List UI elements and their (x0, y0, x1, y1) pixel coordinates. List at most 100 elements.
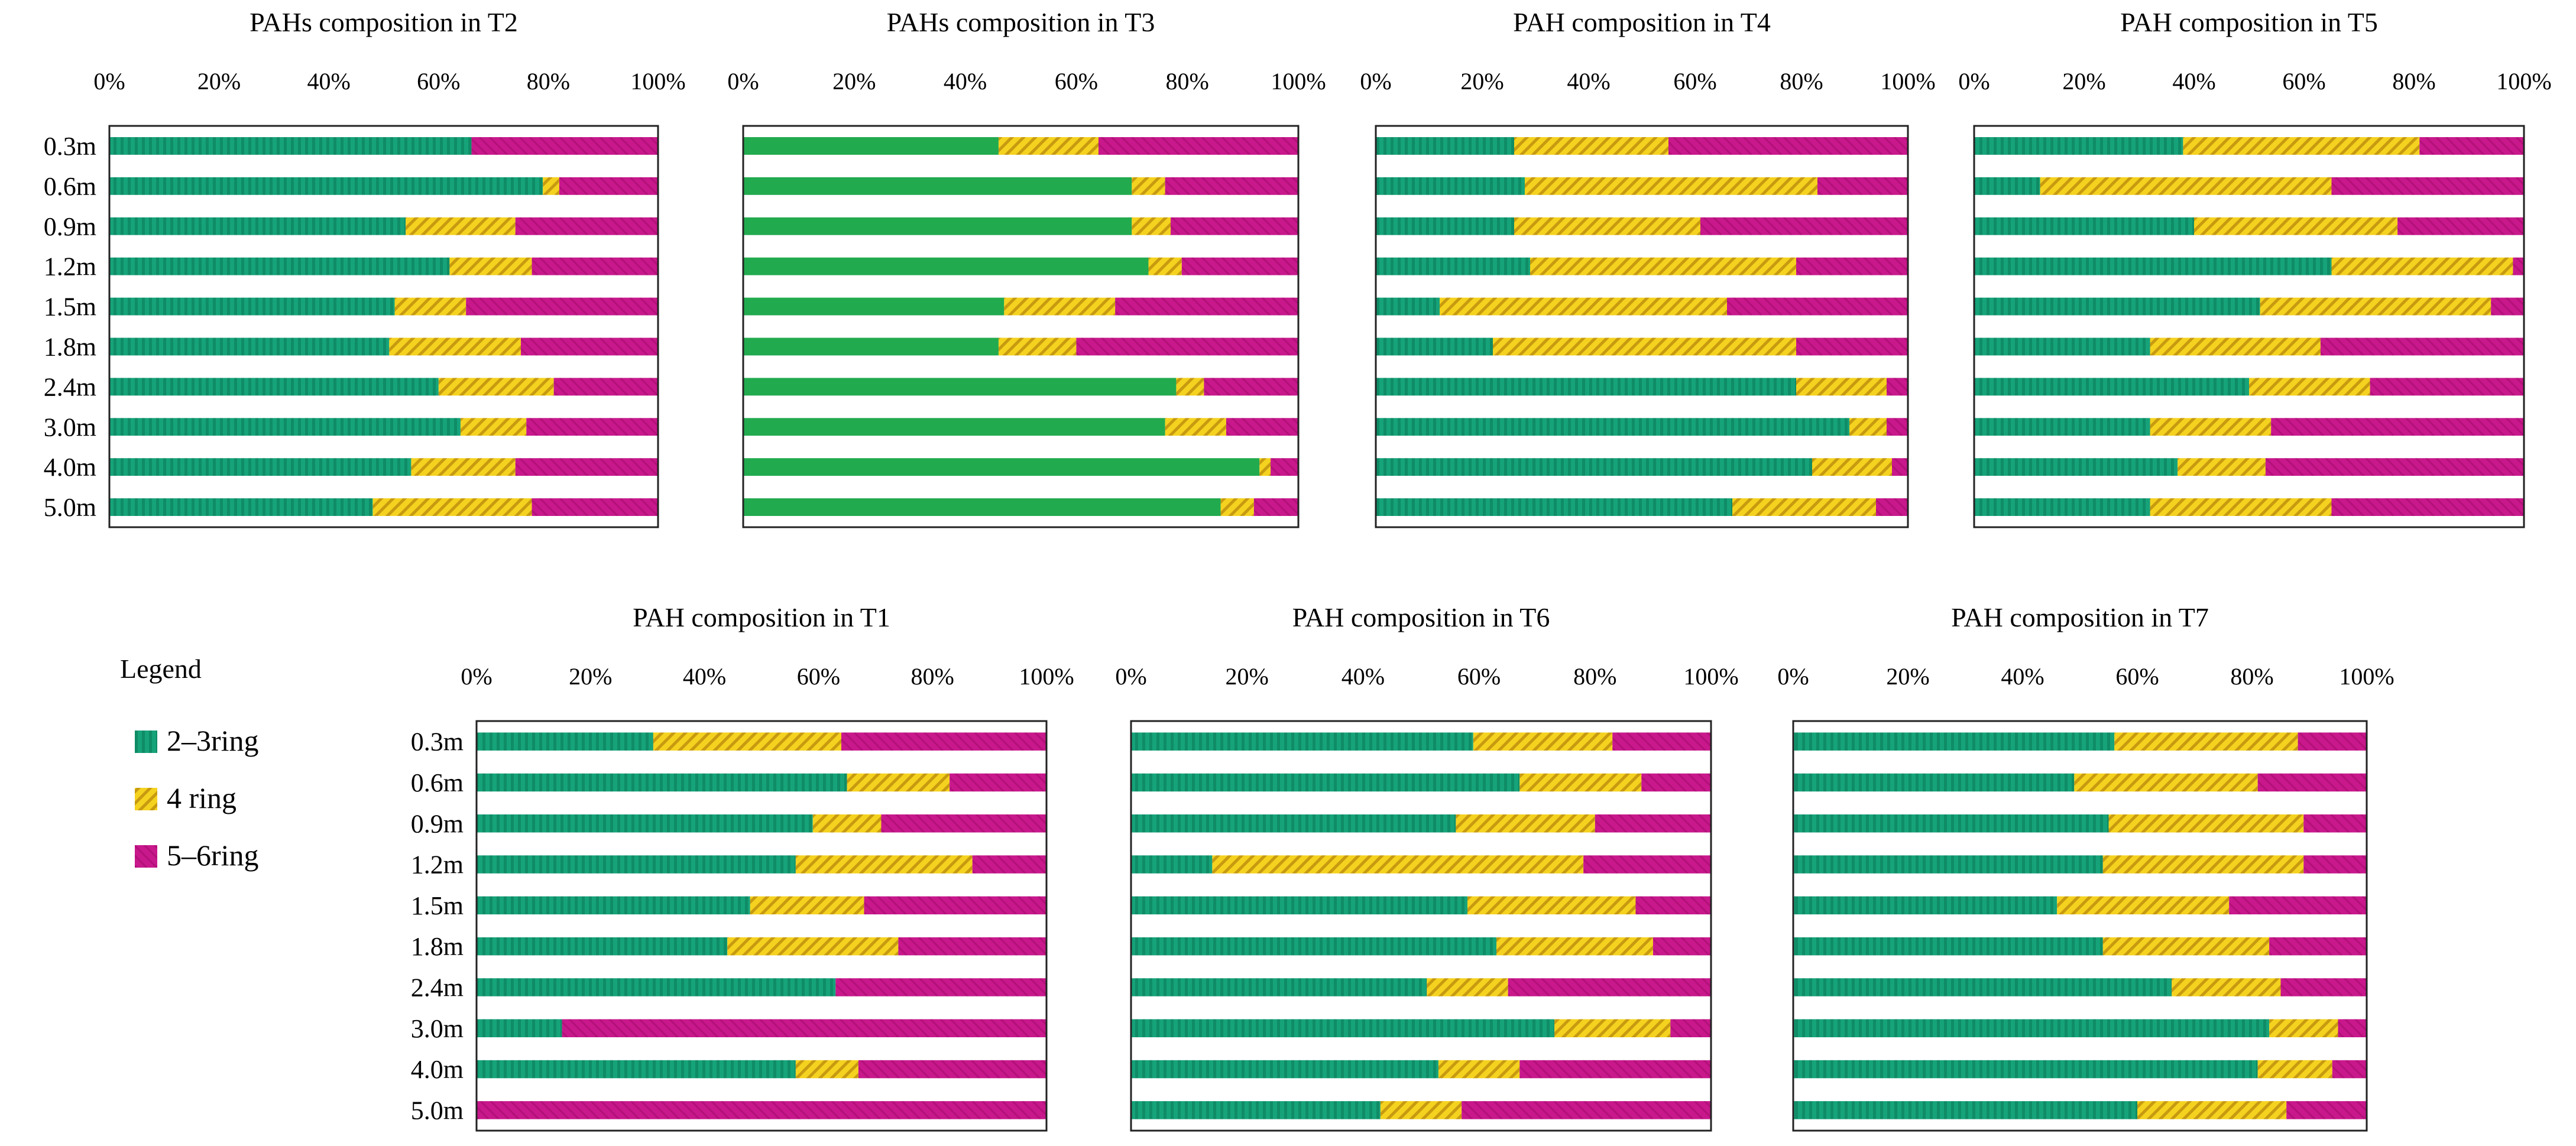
legend-label: 4 ring (167, 781, 236, 814)
bar-segment-magenta (1519, 1060, 1711, 1079)
bar-segment-magenta (1796, 257, 1908, 275)
bar-segment-magenta (2397, 217, 2524, 235)
row-label: 0.9m (44, 212, 96, 241)
bar-segment-yellow (1496, 937, 1653, 956)
bar-segment-magenta (1181, 257, 1298, 275)
bar-segment-yellow (795, 1060, 858, 1079)
bar-segment-magenta (2303, 855, 2367, 874)
bar-segment-yellow (2178, 458, 2266, 476)
bar-segment-yellow (1427, 978, 1508, 996)
x-tick-label: 20% (832, 68, 876, 95)
bar-segment-magenta (526, 418, 658, 436)
bar-segment-magenta (1727, 297, 1908, 316)
bar-segment-yellow (460, 418, 527, 436)
bar-segment-yellow (1176, 378, 1204, 396)
bar-segment-green (1974, 257, 2332, 275)
bar-segment-yellow (2331, 257, 2513, 275)
bar-segment-green (109, 498, 373, 516)
bar-segment-yellow (1456, 814, 1595, 833)
bar-segment-magenta (972, 855, 1046, 874)
x-tick-label: 0% (1360, 68, 1391, 95)
bar-segment-green (477, 773, 847, 792)
bar-segment-green (1974, 217, 2194, 235)
x-tick-label: 40% (944, 68, 987, 95)
x-tick-label: 0% (1777, 663, 1809, 690)
legend-label: 5–6ring (167, 839, 259, 872)
bar-segment-green (743, 217, 1132, 235)
bar-segment-magenta (1635, 896, 1711, 915)
row-label: 2.4m (44, 372, 96, 401)
bar-segment-magenta (2513, 257, 2524, 275)
bar-segment-green (1376, 378, 1796, 396)
x-tick-label: 60% (797, 663, 840, 690)
bar-segment-green (477, 937, 728, 956)
chart-t2: PAHs composition in T2 0% 20% 40% 60% 80% 100%… (44, 7, 686, 528)
bar-segment-yellow (1380, 1101, 1462, 1119)
bar-segment-green (1793, 773, 2075, 792)
bar-segment-green (477, 1060, 796, 1079)
bar-segment-yellow (1732, 498, 1876, 516)
legend-swatch-yellow (135, 788, 157, 810)
bar-segment-yellow (1165, 418, 1226, 436)
bar-segment-magenta (2229, 896, 2367, 915)
x-tick-label: 40% (683, 663, 726, 690)
bar-segment-magenta (2331, 498, 2524, 516)
chart-title: PAH composition in T5 (2120, 7, 2378, 37)
x-tick-label: 40% (307, 68, 351, 95)
bar-segment-green (109, 337, 390, 356)
bar-segment-green (743, 137, 999, 155)
chart-t7: PAH composition in T7 0% 20% 40% 60% 80% 100% (1777, 602, 2394, 1132)
bar-segment-yellow (2194, 217, 2398, 235)
legend-label: 2–3ring (167, 724, 259, 757)
bar-segment-green (477, 732, 653, 751)
bar-segment-magenta (1165, 177, 1298, 195)
bar-segment-magenta (864, 896, 1046, 915)
bar-segment-green (743, 177, 1132, 195)
bar-segment-green (1793, 896, 2057, 915)
bar-segment-green (1131, 732, 1473, 751)
bar-segment-yellow (1132, 217, 1171, 235)
bar-segment-magenta (2271, 418, 2524, 436)
bar-segment-magenta (1700, 217, 1908, 235)
bar-segment-green (1131, 814, 1456, 833)
bar-segment-yellow (653, 732, 841, 751)
x-tick-label: 20% (1886, 663, 1929, 690)
plot-frame (1792, 720, 2368, 1132)
bar-segment-green (109, 177, 543, 195)
x-tick-label: 40% (1342, 663, 1385, 690)
bar-segment-green (1974, 337, 2150, 356)
bar-segment-magenta (1892, 458, 1908, 476)
x-tick-label: 100% (2339, 663, 2394, 690)
bar-segment-magenta (1115, 297, 1298, 316)
x-tick-label: 60% (1457, 663, 1501, 690)
bar-segment-yellow (2040, 177, 2332, 195)
bar-segment-green (477, 896, 750, 915)
x-tick-label: 0% (727, 68, 759, 95)
bar-segment-yellow (1530, 257, 1796, 275)
bar-segment-magenta (1171, 217, 1298, 235)
bar-segment-yellow (1259, 458, 1271, 476)
bar-segment-magenta (521, 337, 658, 356)
bar-segment-magenta (2286, 1101, 2367, 1119)
legend-title: Legend (120, 654, 202, 684)
row-label: 0.6m (411, 768, 464, 797)
bar-segment-yellow (1514, 217, 1700, 235)
bar-segment-green (1376, 257, 1530, 275)
bar-segment-green (743, 458, 1260, 476)
bar-segment-magenta (1076, 337, 1298, 356)
x-tick-label: 40% (1567, 68, 1610, 95)
x-tick-label: 20% (1460, 68, 1504, 95)
chart-title: PAH composition in T6 (1292, 602, 1550, 632)
bar-segment-green (1131, 1101, 1381, 1119)
bar-segment-green (109, 378, 439, 396)
bar-segment-magenta (1204, 378, 1298, 396)
bar-segment-green (1793, 1060, 2258, 1079)
bar-segment-magenta (2265, 458, 2524, 476)
x-tick-label: 60% (2282, 68, 2325, 95)
x-tick-label: 60% (1055, 68, 1098, 95)
bar-segment-magenta (553, 378, 658, 396)
bar-segment-green (1376, 217, 1514, 235)
bar-segment-magenta (1271, 458, 1298, 476)
legend-swatch-magenta (135, 845, 157, 868)
